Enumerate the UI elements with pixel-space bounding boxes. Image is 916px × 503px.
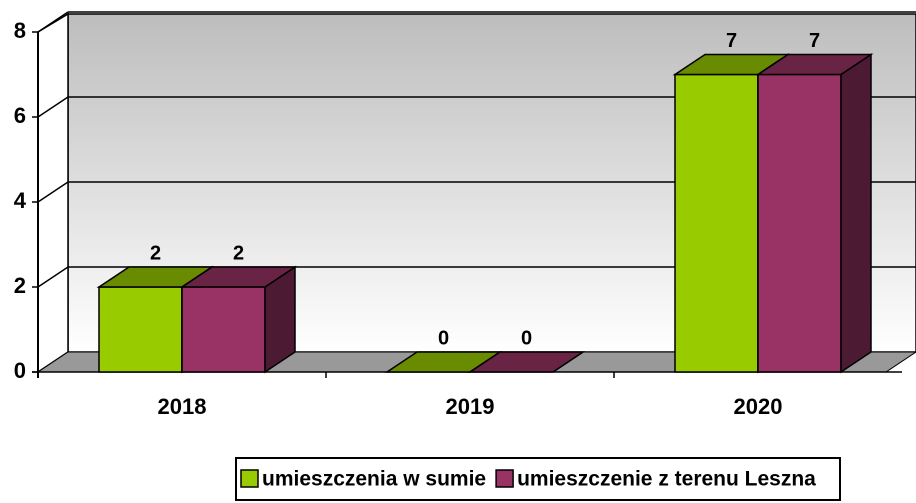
value-label: 2 (150, 242, 161, 264)
bar-top (755, 53, 874, 76)
bar-top (467, 351, 586, 373)
bar-front (98, 286, 183, 373)
grid-line-side (37, 181, 69, 203)
x-tick-label: 2019 (446, 394, 495, 419)
legend-items: umieszczenia w sumie umieszczenie z teren… (240, 468, 816, 491)
value-label: 7 (726, 30, 737, 52)
legend-label: umieszczenie z terenu Leszna (517, 468, 816, 491)
y-tick-label: 8 (14, 18, 26, 43)
grid-line-side (37, 266, 69, 288)
value-label: 7 (809, 30, 820, 52)
y-tick-label: 2 (14, 273, 26, 298)
legend-swatch (495, 469, 514, 488)
y-tick-label: 4 (14, 188, 27, 213)
x-tick-label: 2020 (734, 394, 783, 419)
grid-line-side (37, 96, 69, 118)
side-wall (37, 12, 69, 374)
legend-label: umieszczenia w sumie (262, 468, 486, 491)
bar-top (179, 266, 298, 288)
bar-front (181, 286, 266, 373)
legend (235, 457, 841, 501)
y-tick-label: 0 (14, 358, 26, 383)
value-label: 2 (233, 242, 244, 264)
value-label: 0 (438, 327, 449, 349)
bar-front (757, 73, 842, 373)
legend-swatch (240, 469, 259, 488)
y-tick-label: 6 (14, 103, 26, 128)
value-label: 0 (521, 327, 532, 349)
x-tick-label: 2018 (158, 394, 207, 419)
bars: 2 2 0 0 7 7 (96, 30, 874, 374)
bar-side (840, 53, 872, 374)
bar-front (674, 73, 759, 373)
grid-line-side (37, 11, 69, 33)
